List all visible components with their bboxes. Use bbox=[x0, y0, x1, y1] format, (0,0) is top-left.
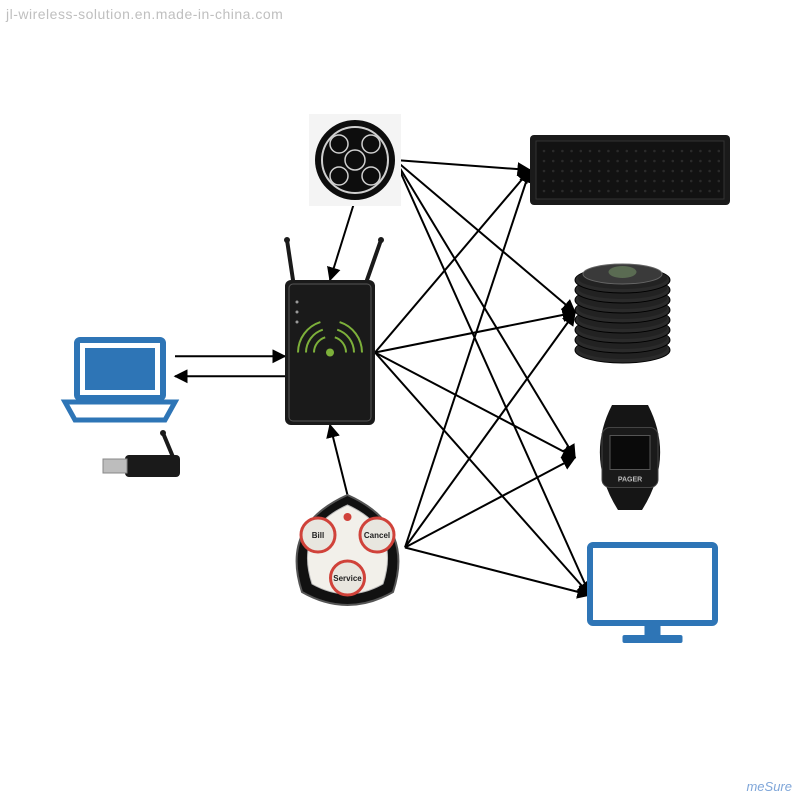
svg-text:Bill: Bill bbox=[312, 531, 324, 540]
svg-text:PAGER: PAGER bbox=[618, 477, 642, 484]
coaster-stack-node bbox=[575, 264, 670, 363]
round-button-node bbox=[309, 114, 401, 206]
triangle-pager-node: Bill Cancel Service bbox=[297, 495, 399, 605]
monitor-node bbox=[590, 545, 715, 643]
diagram-canvas: Bill Cancel Service PAGER bbox=[0, 0, 800, 800]
svg-text:Cancel: Cancel bbox=[364, 531, 390, 540]
laptop-node bbox=[65, 340, 175, 420]
led-panel-node bbox=[530, 135, 730, 205]
svg-text:Service: Service bbox=[333, 574, 362, 583]
usb-dongle-node bbox=[103, 430, 180, 477]
watch-node: PAGER bbox=[600, 405, 660, 510]
